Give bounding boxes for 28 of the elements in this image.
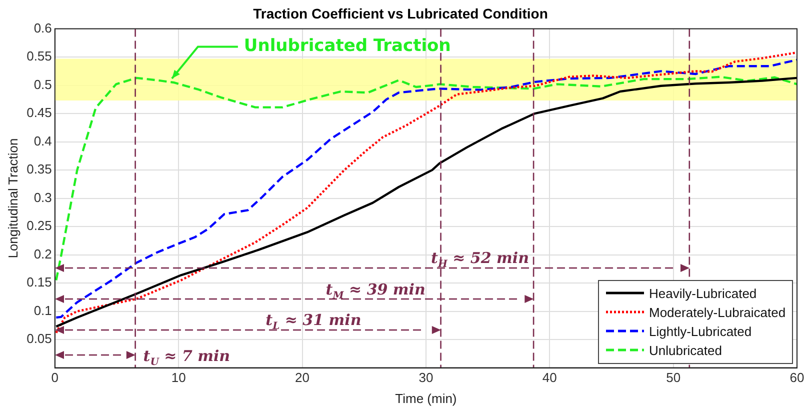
annotation: Unlubricated Traction bbox=[244, 36, 451, 56]
y-tick-label: 0.15 bbox=[26, 274, 52, 290]
y-tick-label: 0.45 bbox=[26, 105, 52, 120]
legend-label: Lightly-Lubricated bbox=[649, 324, 752, 339]
x-axis-title: Time (min) bbox=[395, 390, 457, 406]
y-axis-title: Longitudinal Traction bbox=[5, 138, 20, 258]
line-series bbox=[55, 76, 797, 282]
chart-title: Traction Coefficient vs Lubricated Condition bbox=[253, 5, 548, 22]
legend-label: Heavily-Lubricated bbox=[649, 286, 757, 301]
y-tick-label: 0.1 bbox=[34, 302, 52, 318]
x-tick-label: 50 bbox=[666, 370, 681, 386]
x-tick-label: 60 bbox=[790, 370, 804, 386]
legend-label: Unlubricated bbox=[649, 342, 722, 358]
y-tick-label: 0.25 bbox=[26, 218, 52, 234]
x-tick-label: 30 bbox=[418, 370, 434, 386]
y-tick-label: 0.6 bbox=[34, 20, 52, 36]
y-tick-label: 0.2 bbox=[34, 246, 52, 262]
y-tick-label: 0.4 bbox=[34, 133, 52, 148]
y-tick-label: 0.55 bbox=[26, 48, 52, 64]
y-tick-label: 0.5 bbox=[34, 76, 52, 92]
x-tick-label: 10 bbox=[171, 370, 186, 386]
y-tick-label: 0.05 bbox=[26, 331, 52, 346]
x-tick-label: 40 bbox=[542, 370, 557, 386]
x-tick-label: 0 bbox=[51, 370, 59, 386]
y-tick-label: 0.3 bbox=[34, 190, 52, 205]
y-tick-label: 0.35 bbox=[26, 162, 52, 177]
legend-label: Moderately-Lubraicated bbox=[649, 304, 786, 320]
x-tick-label: 20 bbox=[295, 370, 310, 386]
